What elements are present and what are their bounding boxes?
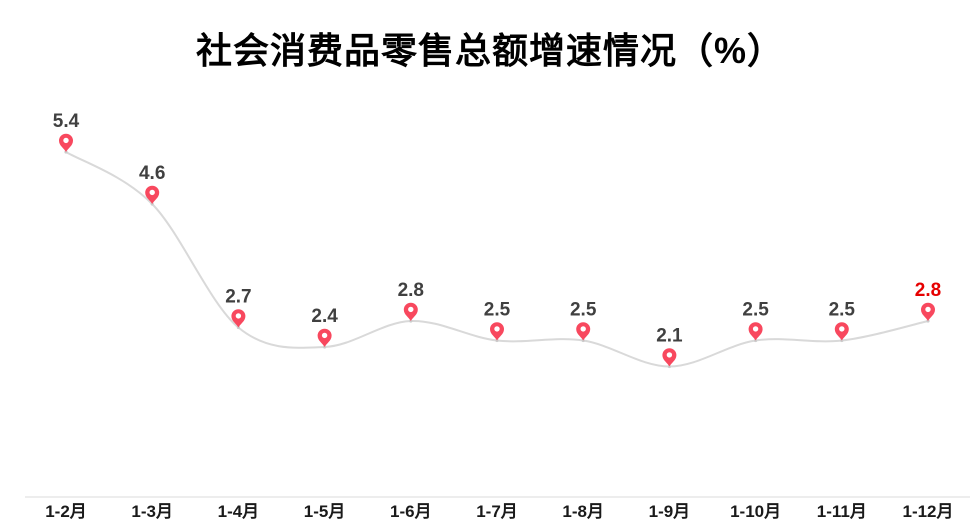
data-label: 2.8	[398, 280, 424, 301]
map-pin-hole	[839, 326, 845, 332]
x-axis-label: 1-7月	[476, 502, 518, 521]
data-label: 2.7	[225, 287, 251, 308]
data-point-dot	[840, 338, 844, 343]
x-axis-label: 1-5月	[304, 502, 346, 521]
data-label: 5.4	[53, 111, 80, 132]
data-label: 2.1	[656, 326, 683, 347]
x-axis-label: 1-10月	[730, 502, 781, 521]
map-pin-hole	[580, 326, 586, 332]
x-axis-label: 1-9月	[649, 502, 691, 521]
data-label: 2.4	[311, 306, 338, 327]
map-pin-hole	[63, 137, 69, 144]
map-pin-hole	[666, 352, 673, 358]
map-pin-hole	[925, 306, 931, 313]
data-label: 2.5	[570, 300, 597, 321]
map-pin-hole	[321, 332, 328, 339]
data-label: 4.6	[139, 163, 165, 184]
data-label-highlighted: 2.8	[915, 280, 941, 301]
x-axis-label: 1-4月	[218, 502, 260, 521]
x-axis-label: 1-11月	[817, 502, 867, 521]
data-label: 2.5	[484, 300, 511, 321]
chart-title: 社会消费品零售总额增速情况（%）	[195, 30, 784, 71]
map-pin-hole	[408, 306, 414, 313]
series-line	[65, 151, 929, 368]
map-pin-hole	[752, 326, 759, 332]
x-axis-label: 1-2月	[45, 502, 87, 521]
data-label: 2.5	[829, 300, 856, 321]
map-pin-hole	[494, 326, 500, 332]
data-label: 2.5	[742, 300, 769, 321]
x-axis-label: 1-6月	[390, 502, 432, 521]
data-point-dot	[150, 202, 154, 206]
map-pin-hole	[149, 189, 155, 196]
data-point-dot	[581, 338, 585, 343]
x-axis-label: 1-3月	[131, 502, 173, 521]
map-pin-hole	[235, 313, 242, 319]
x-axis-label: 1-12月	[902, 502, 953, 521]
x-axis-label: 1-8月	[562, 502, 604, 521]
